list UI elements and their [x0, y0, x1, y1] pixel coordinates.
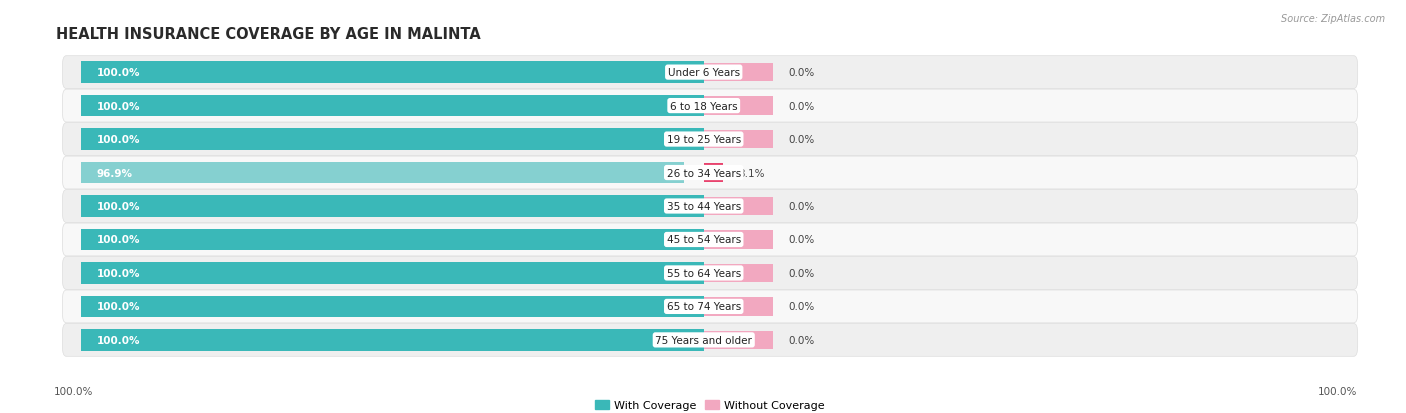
FancyBboxPatch shape — [62, 57, 1358, 89]
FancyBboxPatch shape — [62, 257, 1358, 290]
FancyBboxPatch shape — [62, 157, 1358, 190]
Text: 100.0%: 100.0% — [97, 101, 141, 112]
Bar — [82, 329, 704, 351]
Text: 100.0%: 100.0% — [97, 235, 141, 245]
Text: 65 to 74 Years: 65 to 74 Years — [666, 301, 741, 312]
Bar — [82, 296, 704, 318]
Bar — [704, 131, 773, 149]
FancyBboxPatch shape — [62, 324, 1358, 356]
Text: 0.0%: 0.0% — [787, 202, 814, 211]
Text: 75 Years and older: 75 Years and older — [655, 335, 752, 345]
Text: 35 to 44 Years: 35 to 44 Years — [666, 202, 741, 211]
Bar — [82, 162, 685, 184]
Text: 100.0%: 100.0% — [97, 268, 141, 278]
Bar — [704, 97, 773, 116]
Text: Source: ZipAtlas.com: Source: ZipAtlas.com — [1281, 14, 1385, 24]
Bar — [82, 129, 704, 151]
Text: 19 to 25 Years: 19 to 25 Years — [666, 135, 741, 145]
FancyBboxPatch shape — [62, 190, 1358, 223]
Text: 100.0%: 100.0% — [97, 202, 141, 211]
Text: 0.0%: 0.0% — [787, 68, 814, 78]
FancyBboxPatch shape — [62, 90, 1358, 123]
Text: 0.0%: 0.0% — [787, 135, 814, 145]
Text: 100.0%: 100.0% — [97, 301, 141, 312]
Text: 0.0%: 0.0% — [787, 301, 814, 312]
Text: 0.0%: 0.0% — [787, 335, 814, 345]
Text: 100.0%: 100.0% — [53, 387, 93, 396]
Bar — [82, 196, 704, 217]
Text: 55 to 64 Years: 55 to 64 Years — [666, 268, 741, 278]
Text: 96.9%: 96.9% — [97, 168, 132, 178]
FancyBboxPatch shape — [62, 290, 1358, 323]
Bar — [82, 62, 704, 84]
Text: 0.0%: 0.0% — [787, 268, 814, 278]
Text: 6 to 18 Years: 6 to 18 Years — [669, 101, 738, 112]
Text: 100.0%: 100.0% — [97, 135, 141, 145]
Text: 0.0%: 0.0% — [787, 101, 814, 112]
Text: HEALTH INSURANCE COVERAGE BY AGE IN MALINTA: HEALTH INSURANCE COVERAGE BY AGE IN MALI… — [56, 26, 481, 41]
Bar — [704, 297, 773, 316]
FancyBboxPatch shape — [62, 123, 1358, 156]
Bar — [704, 331, 773, 349]
FancyBboxPatch shape — [62, 223, 1358, 256]
Bar — [704, 231, 773, 249]
Bar — [82, 229, 704, 251]
Text: 100.0%: 100.0% — [1317, 387, 1357, 396]
Bar — [704, 264, 773, 282]
Text: 0.0%: 0.0% — [787, 235, 814, 245]
Legend: With Coverage, Without Coverage: With Coverage, Without Coverage — [591, 395, 830, 413]
Text: 100.0%: 100.0% — [97, 68, 141, 78]
Text: 45 to 54 Years: 45 to 54 Years — [666, 235, 741, 245]
Text: Under 6 Years: Under 6 Years — [668, 68, 740, 78]
Text: 100.0%: 100.0% — [97, 335, 141, 345]
Bar — [704, 64, 773, 82]
Text: 3.1%: 3.1% — [738, 168, 765, 178]
Bar — [82, 262, 704, 284]
Bar — [704, 197, 773, 216]
Bar — [82, 95, 704, 117]
Bar — [704, 164, 723, 182]
Text: 26 to 34 Years: 26 to 34 Years — [666, 168, 741, 178]
